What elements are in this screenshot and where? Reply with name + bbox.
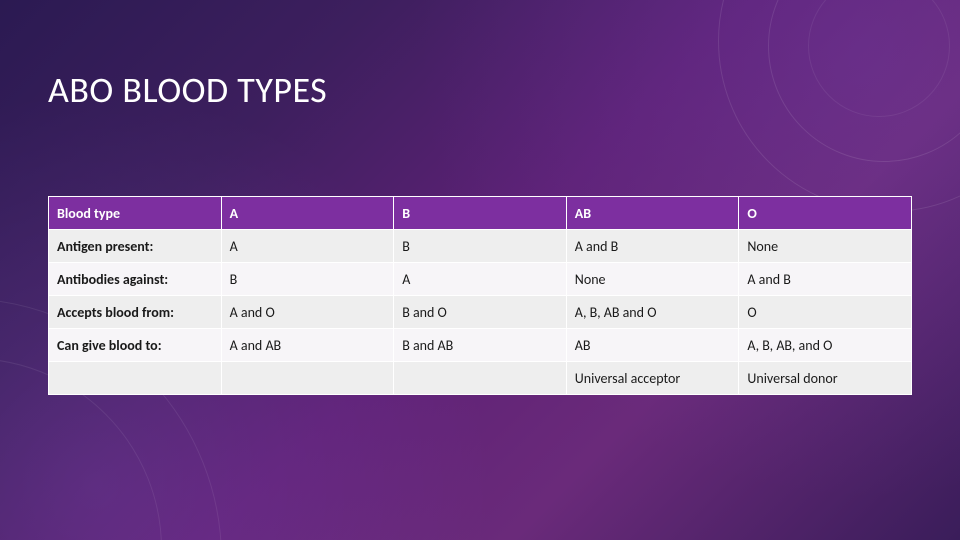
table-row: Accepts blood from: A and O B and O A, B… [49, 296, 912, 329]
table-cell: O [739, 296, 912, 329]
table-cell [394, 362, 567, 395]
row-label: Can give blood to: [49, 329, 222, 362]
table-cell: A, B, AB and O [566, 296, 739, 329]
table-row: Antigen present: A B A and B None [49, 230, 912, 263]
table-cell: AB [566, 329, 739, 362]
table-cell: A [221, 230, 394, 263]
table-cell: A and AB [221, 329, 394, 362]
table-row: Universal acceptor Universal donor [49, 362, 912, 395]
table-cell: B and AB [394, 329, 567, 362]
table-cell: Universal acceptor [566, 362, 739, 395]
slide: ABO BLOOD TYPES Blood type A B AB O Anti… [0, 0, 960, 540]
table-cell: A [394, 263, 567, 296]
table-cell [221, 362, 394, 395]
column-header: B [394, 197, 567, 230]
table-cell: None [566, 263, 739, 296]
table-cell: B and O [394, 296, 567, 329]
column-header: Blood type [49, 197, 222, 230]
table-cell: Universal donor [739, 362, 912, 395]
table-cell: None [739, 230, 912, 263]
column-header: O [739, 197, 912, 230]
table-cell: B [394, 230, 567, 263]
table-cell: A and O [221, 296, 394, 329]
slide-title: ABO BLOOD TYPES [48, 68, 327, 112]
table-cell: A and B [566, 230, 739, 263]
table-cell: A, B, AB, and O [739, 329, 912, 362]
blood-type-table: Blood type A B AB O Antigen present: A B… [48, 196, 912, 395]
column-header: A [221, 197, 394, 230]
row-label: Antigen present: [49, 230, 222, 263]
row-label [49, 362, 222, 395]
table-header-row: Blood type A B AB O [49, 197, 912, 230]
column-header: AB [566, 197, 739, 230]
row-label: Antibodies against: [49, 263, 222, 296]
table-cell: B [221, 263, 394, 296]
row-label: Accepts blood from: [49, 296, 222, 329]
table-row: Can give blood to: A and AB B and AB AB … [49, 329, 912, 362]
table-row: Antibodies against: B A None A and B [49, 263, 912, 296]
table-cell: A and B [739, 263, 912, 296]
